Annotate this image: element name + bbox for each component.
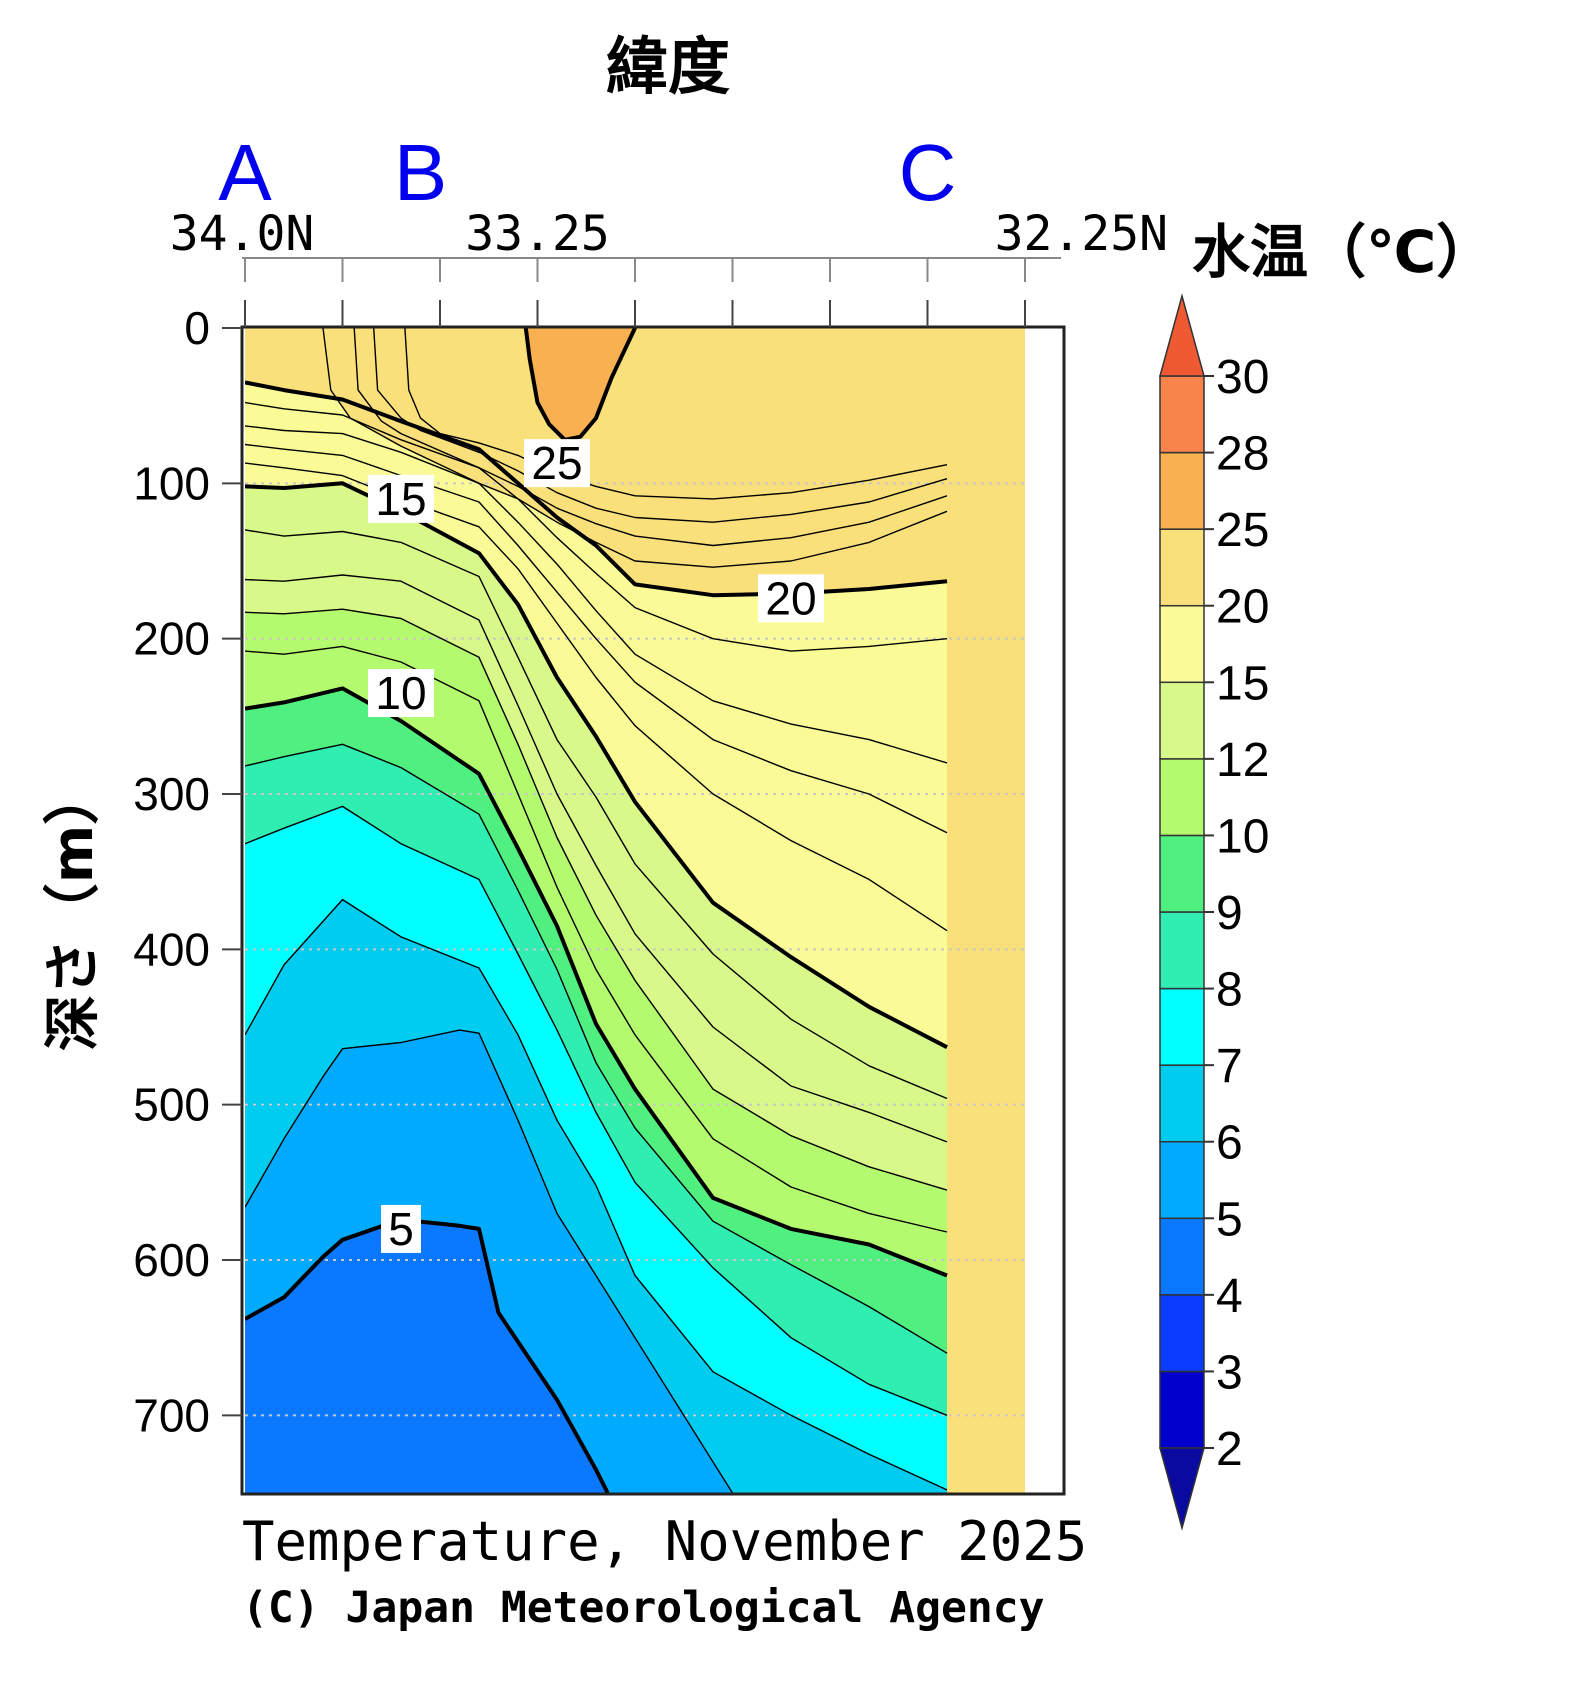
contour-label: 15 — [375, 473, 426, 525]
isotherm-21 — [322, 328, 948, 568]
colorbar-level-label: 9 — [1216, 887, 1243, 940]
isotherm-14 — [245, 529, 948, 1100]
isotherm-19 — [245, 401, 948, 652]
isotherm-8 — [245, 805, 948, 1416]
colorbar-segment — [1159, 1140, 1205, 1220]
colorbar-level-label: 5 — [1216, 1193, 1243, 1246]
colorbar-level-label: 10 — [1216, 810, 1269, 863]
isotherm-11 — [245, 645, 948, 1233]
band-19 — [245, 328, 1025, 1493]
colorbar-level-label: 7 — [1216, 1040, 1243, 1093]
depth-tick-label: 700 — [133, 1389, 210, 1441]
contour-label-bg — [368, 474, 434, 523]
colorbar-segment — [1159, 1294, 1205, 1373]
colorbar-level-label: 2 — [1216, 1423, 1243, 1476]
isotherm-18 — [245, 425, 948, 764]
isotherm-12 — [245, 608, 948, 1191]
isotherm-16 — [245, 462, 948, 932]
depth-tick-label: 100 — [133, 457, 210, 509]
section-point-a: A — [218, 128, 272, 217]
band-warm-core — [525, 328, 635, 440]
colorbar-bottom-arrow — [1159, 1447, 1205, 1531]
isotherm-23 — [373, 328, 948, 523]
depth-tick-label: 0 — [184, 302, 210, 354]
colorbar-level-label: 30 — [1216, 351, 1269, 404]
colorbar-level-label: 25 — [1216, 504, 1269, 557]
caption-title: Temperature, November 2025 — [242, 1510, 1087, 1573]
top-axis-title: 緯度 — [606, 30, 730, 103]
colorbar-segment — [1159, 834, 1205, 913]
colorbar-segment — [1159, 911, 1205, 990]
lat-tick-label: 32.25N — [995, 206, 1168, 262]
colorbar-level-label: 4 — [1216, 1270, 1243, 1323]
lat-tick-label: 33.25 — [465, 206, 610, 262]
colorbar-level-label: 8 — [1216, 964, 1243, 1017]
depth-tick-label: 300 — [133, 768, 210, 820]
colorbar-level-label: 3 — [1216, 1346, 1243, 1399]
colorbar-segment — [1159, 604, 1205, 684]
section-point-b: B — [394, 128, 447, 217]
colorbar-segment — [1159, 987, 1205, 1066]
colorbar-level-label: 28 — [1216, 428, 1269, 481]
colorbar-segment — [1159, 681, 1205, 760]
isotherm-7 — [245, 898, 948, 1491]
isotherm-13 — [245, 574, 948, 1143]
contour-label: 25 — [531, 437, 582, 489]
section-point-c: C — [899, 128, 957, 217]
depth-tick-label: 400 — [133, 923, 210, 975]
contour-label-bg — [368, 669, 434, 718]
contour-label-bg — [381, 1204, 421, 1253]
contour-label: 10 — [375, 667, 426, 719]
depth-tick-label: 200 — [133, 613, 210, 665]
depth-tick-label: 600 — [133, 1234, 210, 1286]
caption-credit: (C) Japan Meteorological Agency — [242, 1583, 1045, 1633]
colorbar-segment — [1159, 758, 1205, 837]
colorbar-level-label: 15 — [1216, 657, 1269, 710]
colorbar-top-arrow — [1159, 293, 1205, 377]
isotherm-10 — [245, 686, 948, 1278]
colorbar-level-label: 6 — [1216, 1117, 1243, 1170]
contour-label: 20 — [765, 572, 816, 624]
colorbar-title: 水温（℃） — [1192, 218, 1494, 286]
isotherm-5 — [245, 1217, 610, 1493]
colorbar-segment — [1159, 1370, 1205, 1449]
colorbar-segment — [1159, 528, 1205, 607]
plot-frame — [240, 325, 1066, 1496]
colorbar-segment — [1159, 1217, 1205, 1296]
depth-tick-label: 500 — [133, 1079, 210, 1131]
colorbar-level-label: 20 — [1216, 581, 1269, 634]
isotherm-15 — [245, 481, 948, 1049]
contour-label: 5 — [388, 1203, 414, 1255]
y-axis-label: 深さ（m） — [41, 769, 106, 1051]
colorbar-segment — [1159, 375, 1205, 454]
colorbar-segment — [1159, 451, 1205, 530]
contour-label-bg — [524, 439, 590, 488]
colorbar-level-label: 12 — [1216, 734, 1269, 787]
contour-label-bg — [758, 574, 824, 623]
lat-tick-label: 34.0N — [170, 206, 315, 262]
isotherm-6 — [245, 1029, 734, 1493]
isotherm-22 — [353, 328, 948, 547]
isotherm-17 — [245, 443, 948, 834]
colorbar-segment — [1159, 1064, 1205, 1143]
isotherm-9 — [245, 743, 948, 1354]
